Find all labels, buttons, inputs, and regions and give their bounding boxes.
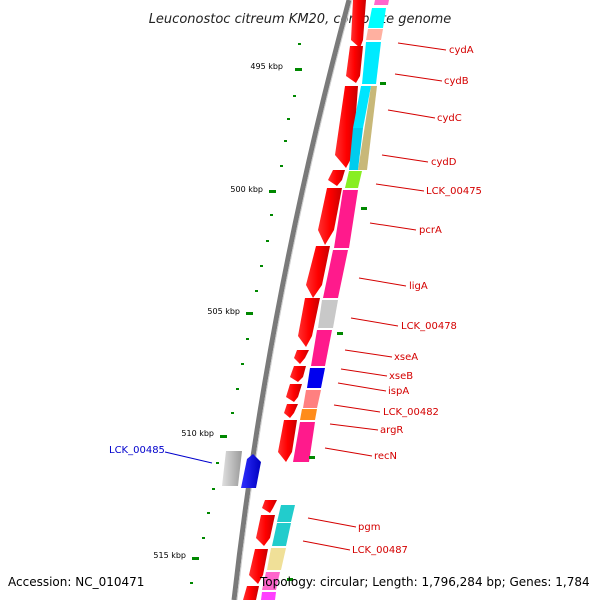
cog-box-cydD (358, 86, 377, 170)
tick-510-mark (220, 435, 227, 438)
cog-box-argR (293, 422, 315, 462)
cog-box-xseA (311, 330, 332, 366)
kbp-tick-label: 510 kbp (181, 429, 214, 438)
cog-box (261, 592, 276, 600)
cog-box (374, 0, 389, 5)
gene-arrow[interactable] (290, 366, 306, 382)
gene-arrow[interactable] (318, 188, 342, 245)
gene-arrow[interactable] (249, 549, 268, 584)
cog-box-pgm-b (272, 523, 291, 546)
topology-text: Topology: circular; Length: 1,796,284 bp… (259, 575, 590, 589)
gene-label-LCK_00485[interactable]: LCK_00485 (109, 445, 165, 456)
gene-arrow[interactable] (306, 246, 330, 298)
plus-strand-genes (222, 451, 261, 488)
cog-box-LCK_00478 (318, 300, 338, 328)
cog-box-xseB (307, 368, 325, 388)
genome-backbone (231, 0, 352, 600)
gc-content-track (190, 43, 302, 584)
cog-box-cydC (353, 86, 371, 128)
gene-label-pcrA[interactable]: pcrA (419, 225, 442, 236)
cog-box (366, 29, 383, 40)
cog-box-cydC-b (349, 128, 363, 170)
map-title: Leuconostoc citreum KM20, complete genom… (149, 12, 452, 27)
gene-label-LCK_00475[interactable]: LCK_00475 (426, 186, 482, 197)
gene-arrow[interactable] (278, 420, 297, 462)
tick-495-mark (295, 68, 302, 71)
gene-label-xseA[interactable]: xseA (394, 352, 418, 363)
kbp-tick-label: 500 kbp (230, 185, 263, 194)
gene-label-cydB[interactable]: cydB (444, 76, 469, 87)
cog-box-LCK_00482 (300, 409, 317, 420)
tick-515-mark (192, 557, 199, 560)
cog-box-cydB (362, 42, 381, 84)
gene-arrow[interactable] (298, 298, 320, 347)
gene-label-cydC[interactable]: cydC (437, 113, 462, 124)
gene-label-xseB[interactable]: xseB (389, 371, 413, 382)
cog-box-pgm (277, 505, 295, 522)
gene-label-LCK_00482[interactable]: LCK_00482 (383, 407, 439, 418)
gene-arrow[interactable] (328, 170, 345, 186)
gene-label-pgm[interactable]: pgm (358, 522, 380, 533)
gene-arrow[interactable] (256, 515, 275, 546)
cog-box-LCK_00475 (345, 171, 362, 188)
gene-label-cydA[interactable]: cydA (449, 45, 474, 56)
cog-color-track (261, 0, 389, 600)
cog-box-pcrA (334, 190, 358, 248)
cog-box-ispA (303, 390, 321, 408)
tick-505-mark (246, 312, 253, 315)
accession-text: Accession: NC_010471 (8, 575, 144, 589)
gene-feature-gray[interactable] (222, 451, 242, 486)
kbp-scale: 495 kbp 500 kbp 505 kbp 510 kbp 515 kbp (153, 62, 283, 560)
right-ticks (287, 82, 386, 581)
gene-arrow[interactable] (346, 46, 363, 83)
cog-box (262, 572, 280, 590)
cog-box-LCK_00487 (267, 548, 286, 570)
genome-backbone-highlight (236, 0, 353, 600)
kbp-tick-label: 515 kbp (153, 551, 186, 560)
cog-box-ligA (323, 250, 348, 298)
gene-label-ispA[interactable]: ispA (388, 386, 409, 397)
gene-arrow[interactable] (284, 404, 298, 418)
kbp-tick-label: 505 kbp (207, 307, 240, 316)
gene-label-ligA[interactable]: ligA (409, 281, 428, 292)
gene-arrow[interactable] (286, 384, 302, 402)
gene-arrow-LCK_00485[interactable] (241, 454, 261, 488)
gene-label-cydD[interactable]: cydD (431, 157, 457, 168)
kbp-tick-label: 495 kbp (250, 62, 283, 71)
label-leaders (302, 42, 447, 551)
gene-arrow[interactable] (294, 350, 309, 364)
gene-label-LCK_00478[interactable]: LCK_00478 (401, 321, 457, 332)
label-leader-LCK_00485 (164, 451, 213, 464)
gene-arrow[interactable] (262, 500, 277, 513)
gene-label-LCK_00487[interactable]: LCK_00487 (352, 545, 408, 556)
gene-label-recN[interactable]: recN (374, 451, 397, 462)
tick-500-mark (269, 190, 276, 193)
cog-box-cydA (368, 8, 386, 28)
gene-arrow[interactable] (243, 586, 259, 600)
gene-label-argR[interactable]: argR (380, 425, 403, 436)
gene-labels: cydA cydB cydC cydD LCK_00475 pcrA ligA … (109, 45, 482, 556)
minus-strand-arrows (243, 0, 366, 600)
gene-arrow[interactable] (351, 0, 366, 48)
